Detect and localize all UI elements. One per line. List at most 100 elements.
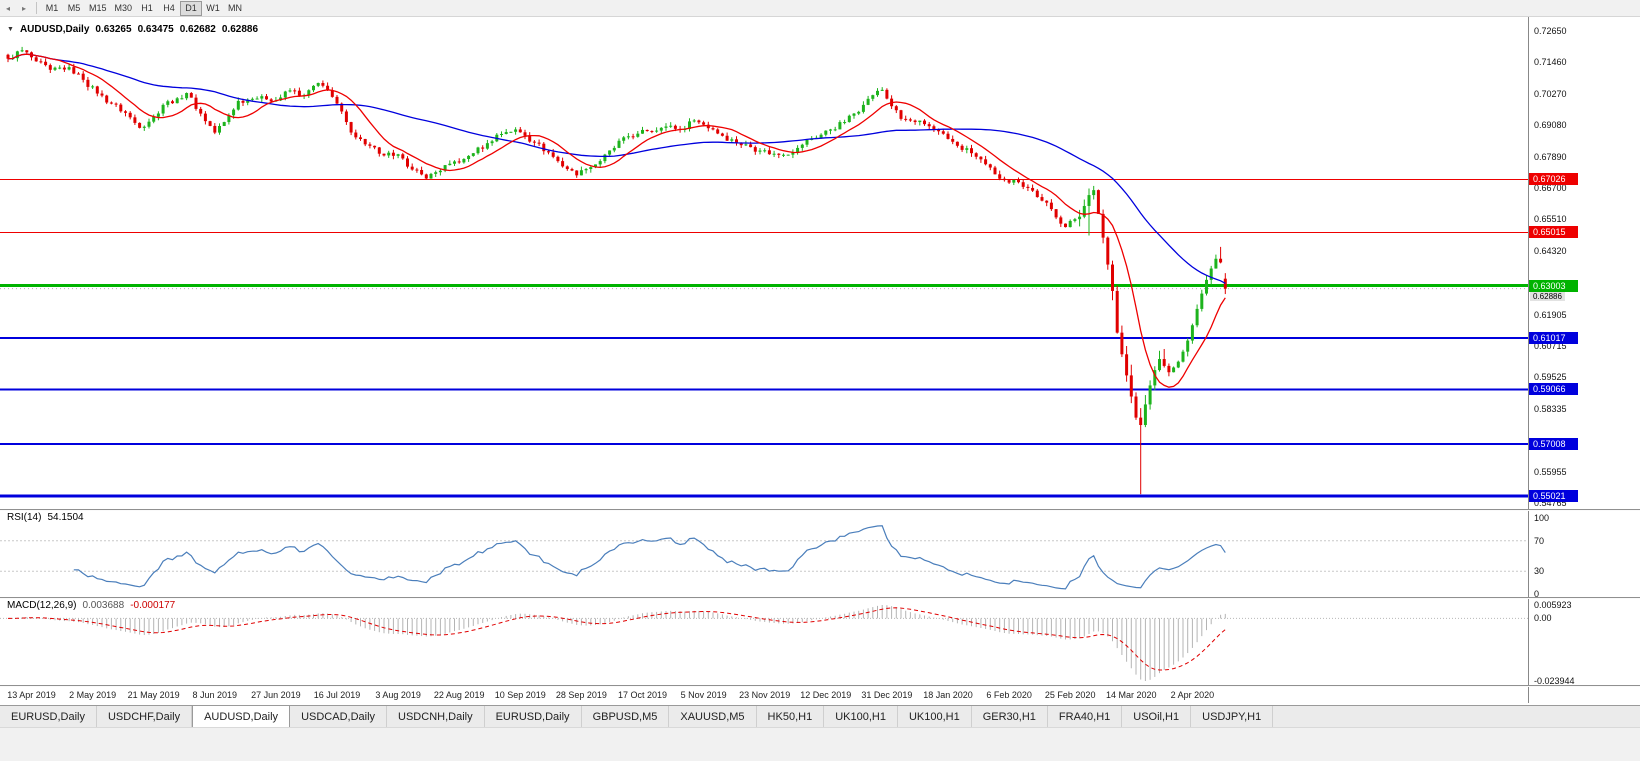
ohlc-high: 0.63475 xyxy=(137,24,174,35)
timeframe-mn[interactable]: MN xyxy=(228,3,243,13)
rsi-panel-divider[interactable] xyxy=(0,509,1640,510)
timeframe-toolbar: M1 M5 M15 M30 H1 H4 D1 W1 MN xyxy=(41,0,246,16)
ohlc-low: 0.62682 xyxy=(179,24,216,35)
symbol-period-label: AUDUSD,Daily xyxy=(19,24,90,35)
timeframe-h1[interactable]: H1 xyxy=(141,3,153,13)
chart-scroll-right-icon[interactable]: ▸ xyxy=(21,3,26,13)
macd-indicator-label: MACD(12,26,9) 0.003688 -0.000177 xyxy=(7,600,175,611)
date-label: 5 Nov 2019 xyxy=(680,690,727,700)
time-axis: 13 Apr 2019 2 May 2019 21 May 2019 8 Jun 20… xyxy=(0,686,1528,705)
date-label: 31 Dec 2019 xyxy=(861,690,913,700)
price-line-badge: 0.63003 xyxy=(1529,279,1578,292)
timeframe-m15[interactable]: M15 xyxy=(89,3,107,13)
date-label: 25 Feb 2020 xyxy=(1044,690,1096,700)
rsi-scale-label: 0 xyxy=(1534,589,1540,599)
macd-signal-value: -0.000177 xyxy=(130,600,176,611)
macd-scale-label: 0.005923 xyxy=(1534,600,1572,610)
date-label: 21 May 2019 xyxy=(127,690,180,700)
chart-tab-bar: EURUSD,Daily USDCHF,Daily AUDUSD,Daily USDC… xyxy=(0,705,1640,727)
chart-area[interactable] xyxy=(0,17,1529,703)
date-label: 3 Aug 2019 xyxy=(375,690,421,700)
timeframe-m30[interactable]: M30 xyxy=(114,3,133,13)
timeframe-d1[interactable]: D1 xyxy=(180,0,203,16)
price-scale: 0.72650 0.71460 0.70270 0.69080 0.67890 0.667… xyxy=(1528,17,1640,703)
ohlc-close: 0.62886 xyxy=(221,24,259,35)
price-tick: 0.61905 xyxy=(1534,309,1567,320)
timeframe-m5[interactable]: M5 xyxy=(67,3,81,13)
chart-canvas xyxy=(0,46,1528,681)
price-tick: 0.67890 xyxy=(1534,151,1567,162)
tab-usdcnh-daily[interactable]: USDCNH,Daily xyxy=(387,706,485,727)
date-label: 14 Mar 2020 xyxy=(1106,690,1157,700)
price-tick: 0.60715 xyxy=(1534,340,1567,351)
tab-ger30-h1[interactable]: GER30,H1 xyxy=(971,706,1048,727)
date-label: 13 Apr 2019 xyxy=(7,690,56,700)
price-tick: 0.65510 xyxy=(1534,214,1567,225)
price-line-badge: 0.57008 xyxy=(1529,437,1578,450)
toolbar-separator xyxy=(36,2,37,14)
price-tick: 0.70270 xyxy=(1534,88,1567,99)
tab-eurusd-daily[interactable]: EURUSD,Daily xyxy=(0,706,97,727)
price-tick: 0.72650 xyxy=(1534,26,1567,36)
macd-panel-divider[interactable] xyxy=(0,597,1640,598)
tab-xauusd-m5[interactable]: XAUUSD,M5 xyxy=(669,706,757,727)
tab-usoil-h1[interactable]: USOil,H1 xyxy=(1122,706,1192,727)
date-label: 8 Jun 2019 xyxy=(192,690,238,700)
price-line-badge: 0.59066 xyxy=(1529,383,1578,396)
date-label: 10 Sep 2019 xyxy=(494,690,546,700)
price-tick: 0.58335 xyxy=(1534,403,1567,414)
timeframe-m1[interactable]: M1 xyxy=(45,3,59,13)
price-tick: 0.66700 xyxy=(1534,183,1567,194)
ohlc-open: 0.63265 xyxy=(95,24,132,35)
tab-hk50-h1[interactable]: HK50,H1 xyxy=(756,706,825,727)
tab-eurusd-daily[interactable]: EURUSD,Daily xyxy=(484,706,582,727)
price-line-badge: 0.67026 xyxy=(1529,173,1578,186)
rsi-name: RSI(14) xyxy=(7,512,42,523)
macd-main-value: 0.003688 xyxy=(82,600,125,611)
status-bar xyxy=(0,727,1640,761)
price-line-badge: 0.61017 xyxy=(1529,332,1578,344)
tab-fra40-h1[interactable]: FRA40,H1 xyxy=(1047,706,1123,727)
rsi-indicator-label: RSI(14) 54.1504 xyxy=(7,512,84,523)
tab-usdchf-daily[interactable]: USDCHF,Daily xyxy=(96,706,193,727)
rsi-scale-label: 30 xyxy=(1534,566,1545,577)
price-tick: 0.55955 xyxy=(1534,466,1567,477)
chart-scroll-left-icon[interactable]: ◂ xyxy=(5,3,10,13)
dropdown-arrow-icon[interactable]: ▼ xyxy=(7,26,14,33)
price-tick: 0.64320 xyxy=(1534,245,1567,256)
price-tick: 0.69080 xyxy=(1534,120,1567,131)
date-label: 28 Sep 2019 xyxy=(555,690,607,700)
rsi-scale-label: 70 xyxy=(1534,535,1545,546)
date-label: 6 Feb 2020 xyxy=(986,690,1032,700)
price-line-badge: 0.65015 xyxy=(1529,226,1578,239)
date-label: 17 Oct 2019 xyxy=(617,690,668,700)
date-label: 18 Jan 2020 xyxy=(923,690,973,700)
date-label: 16 Jul 2019 xyxy=(313,690,361,700)
tab-usdjpy-h1[interactable]: USDJPY,H1 xyxy=(1191,706,1274,727)
date-label: 27 Jun 2019 xyxy=(251,690,301,700)
timeframe-w1[interactable]: W1 xyxy=(206,3,220,13)
tab-audusd-daily[interactable]: AUDUSD,Daily xyxy=(192,706,291,727)
timeframe-h4[interactable]: H4 xyxy=(163,3,175,13)
price-tick: 0.59525 xyxy=(1534,372,1567,383)
rsi-value: 54.1504 xyxy=(47,512,84,523)
tab-uk100-h1[interactable]: UK100,H1 xyxy=(897,706,972,727)
chart-title: ▼ AUDUSD,Daily 0.63265 0.63475 0.62682 0… xyxy=(7,24,258,35)
date-label: 12 Dec 2019 xyxy=(800,690,852,700)
date-label: 2 May 2019 xyxy=(69,690,117,700)
price-line-badge: 0.55021 xyxy=(1529,490,1578,503)
price-tick: 0.54765 xyxy=(1534,498,1567,508)
bid-price-label: 0.62886 xyxy=(1530,291,1565,301)
tab-gbpusd-m5[interactable]: GBPUSD,M5 xyxy=(581,706,670,727)
time-axis-divider xyxy=(0,685,1640,686)
toolbar: ◂ ▸ M1 M5 M15 M30 H1 H4 D1 W1 MN xyxy=(0,0,1640,17)
price-tick: 0.71460 xyxy=(1534,57,1567,68)
rsi-scale-label: 100 xyxy=(1534,513,1550,523)
macd-scale-label: 0.00 xyxy=(1534,613,1552,624)
date-label: 23 Nov 2019 xyxy=(739,690,791,700)
macd-scale-label: -0.023944 xyxy=(1534,676,1575,686)
date-label: 2 Apr 2020 xyxy=(1170,690,1215,700)
macd-name: MACD(12,26,9) xyxy=(7,600,77,611)
tab-uk100-h1[interactable]: UK100,H1 xyxy=(824,706,898,727)
tab-usdcad-daily[interactable]: USDCAD,Daily xyxy=(290,706,388,727)
